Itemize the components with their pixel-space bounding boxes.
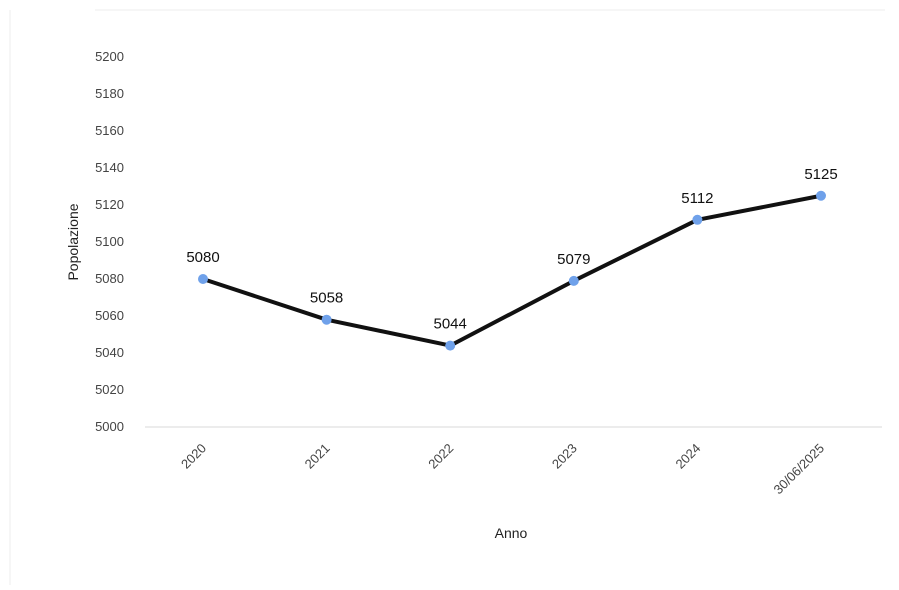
x-tick-label: 2023	[549, 441, 580, 472]
data-markers	[198, 190, 826, 351]
x-tick-label: 30/06/2025	[770, 441, 827, 498]
y-axis-title: Popolazione	[65, 203, 81, 280]
data-point-marker	[198, 274, 208, 284]
series-line	[201, 193, 823, 348]
data-point-marker	[816, 190, 826, 201]
y-tick-label: 5040	[95, 345, 124, 360]
data-label: 5125	[804, 166, 837, 183]
data-point-marker	[321, 314, 332, 325]
data-point-marker	[445, 340, 456, 351]
y-tick-label: 5180	[95, 86, 124, 101]
data-label: 5112	[681, 190, 713, 207]
y-tick-label: 5100	[95, 234, 124, 249]
data-label: 5079	[557, 251, 590, 268]
y-tick-label: 5020	[95, 382, 124, 397]
x-axis-title: Anno	[495, 525, 528, 541]
data-point-marker	[568, 275, 579, 286]
series-line-group	[201, 193, 823, 348]
data-label: 5080	[186, 249, 219, 266]
data-label: 5044	[434, 316, 467, 333]
chart-frame	[9, 9, 885, 585]
data-point-marker	[692, 214, 703, 225]
y-tick-label: 5140	[95, 160, 124, 175]
x-tick-label: 2022	[425, 441, 456, 472]
y-tick-label: 5000	[95, 419, 124, 434]
y-tick-label: 5080	[95, 271, 124, 286]
data-labels: 5080 5058 5044 5079 5112 5125	[186, 166, 837, 333]
y-tick-label: 5200	[95, 49, 124, 64]
x-tick-label: 2020	[178, 441, 209, 472]
data-label: 5058	[310, 290, 343, 307]
y-tick-label: 5060	[95, 308, 124, 323]
y-tick-label: 5160	[95, 123, 124, 138]
x-axis-tick-labels: 2020 2021 2022 2023 2024 30/06/2025	[178, 441, 827, 498]
x-tick-label: 2024	[672, 441, 703, 472]
x-tick-label: 2021	[302, 441, 333, 472]
y-tick-label: 5120	[95, 197, 124, 212]
y-axis: 5000 5020 5040 5060 5080 5100 5120 5140 5160 5180…	[95, 49, 124, 434]
